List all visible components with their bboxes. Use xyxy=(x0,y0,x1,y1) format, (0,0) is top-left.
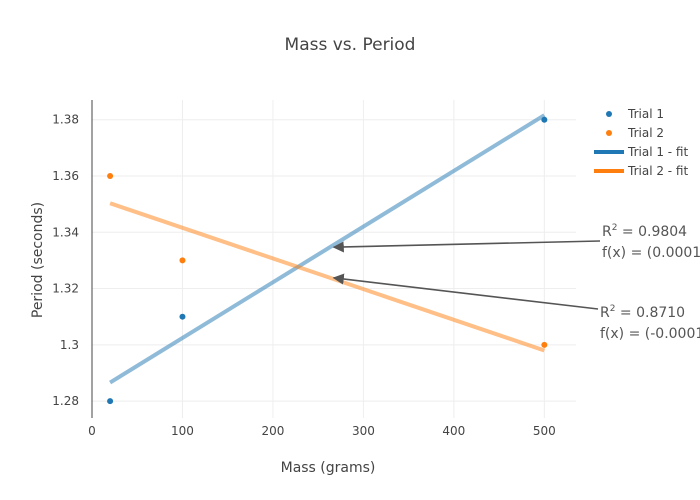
grid xyxy=(91,100,576,418)
data-point xyxy=(179,313,186,320)
x-tick-label: 300 xyxy=(352,424,375,438)
legend-swatch-point xyxy=(606,111,612,117)
x-axis-label: Mass (grams) xyxy=(281,460,376,476)
y-tick-label: 1.34 xyxy=(52,225,79,239)
y-tick-label: 1.3 xyxy=(60,338,79,352)
annotation-r-squared: R2 = 0.9804 xyxy=(602,223,687,240)
annotation-formula: f(x) = (-0.0001 xyxy=(600,326,700,342)
fit-line xyxy=(109,113,546,385)
annotation-formula: f(x) = (0.00019 xyxy=(602,245,700,261)
fit-lines xyxy=(109,113,546,385)
legend-label: Trial 2 - fit xyxy=(627,164,688,178)
y-tick-label: 1.38 xyxy=(52,113,79,127)
legend-item[interactable]: Trial 1 xyxy=(606,107,664,121)
legend-swatch-point xyxy=(606,130,612,136)
tick-labels: 0 100 200 300 400 500 1.28 1.3 1.32 1.34 1.36 1.38 xyxy=(52,113,556,438)
legend-item[interactable]: Trial 1 - fit xyxy=(594,145,688,159)
legend-item[interactable]: Trial 2 xyxy=(606,126,664,140)
data-point xyxy=(541,341,548,348)
legend[interactable]: Trial 1 Trial 2 Trial 1 - fit Trial 2 - fit xyxy=(594,107,688,178)
y-tick-label: 1.28 xyxy=(52,394,79,408)
y-axis-label: Period (seconds) xyxy=(30,202,46,318)
data-point xyxy=(541,116,548,123)
x-tick-label: 500 xyxy=(533,424,556,438)
legend-item[interactable]: Trial 2 - fit xyxy=(594,164,688,178)
data-points xyxy=(107,116,548,405)
y-tick-label: 1.36 xyxy=(52,169,79,183)
x-tick-label: 400 xyxy=(442,424,465,438)
data-point xyxy=(179,257,186,264)
annotations: R2 = 0.9804 f(x) = (0.00019 R2 = 0.8710 f(x… xyxy=(332,223,700,342)
data-point xyxy=(107,398,114,405)
legend-label: Trial 1 - fit xyxy=(627,145,688,159)
y-tick-label: 1.32 xyxy=(52,282,79,296)
x-tick-label: 200 xyxy=(261,424,284,438)
data-point xyxy=(107,172,114,179)
legend-label: Trial 1 xyxy=(627,107,664,121)
legend-label: Trial 2 xyxy=(627,126,664,140)
x-tick-label: 0 xyxy=(88,424,96,438)
chart-title: Mass vs. Period xyxy=(285,35,416,55)
fit-line xyxy=(109,201,545,353)
annotation-r-squared: R2 = 0.8710 xyxy=(600,304,685,321)
annotation-arrow xyxy=(332,240,601,253)
x-tick-label: 100 xyxy=(171,424,194,438)
annotation-arrow xyxy=(332,273,599,310)
